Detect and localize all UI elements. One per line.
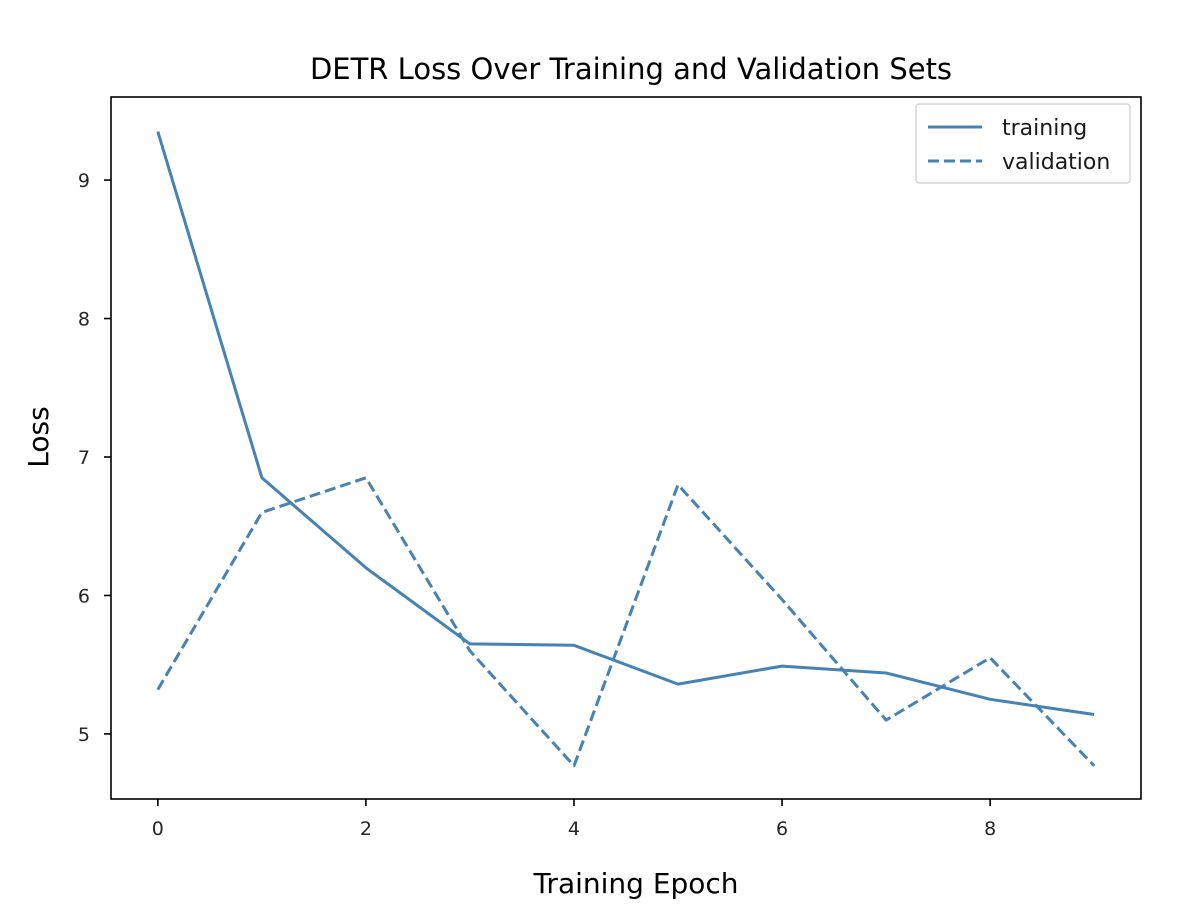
y-axis-title: Loss	[22, 406, 55, 467]
y-tick-label: 5	[78, 724, 90, 746]
x-axis-ticks: 0 2 4 6 8	[152, 799, 996, 840]
x-tick-label: 2	[360, 818, 372, 840]
x-tick-label: 4	[568, 818, 580, 840]
y-tick-label: 7	[78, 447, 90, 469]
x-tick-label: 6	[776, 818, 788, 840]
validation-series-line	[156, 476, 1096, 768]
y-tick-label: 8	[78, 309, 90, 331]
series-group	[156, 131, 1096, 768]
legend-label-validation: validation	[1002, 150, 1110, 175]
x-tick-label: 0	[152, 818, 164, 840]
y-axis-ticks: 5 6 7 8 9	[78, 170, 111, 746]
y-tick-label: 9	[78, 170, 90, 192]
y-tick-label: 6	[78, 585, 90, 607]
legend: training validation	[915, 103, 1131, 184]
plot-frame	[110, 96, 1142, 800]
legend-label-training: training	[1002, 116, 1087, 141]
chart-title: DETR Loss Over Training and Validation S…	[310, 52, 952, 86]
training-series-line	[156, 131, 1095, 716]
plot-area: 0 2 4 6 8 5 6 7 8 9	[78, 96, 1142, 840]
x-tick-label: 8	[984, 818, 996, 840]
x-axis-title: Training Epoch	[532, 867, 738, 900]
legend-box	[915, 103, 1131, 184]
